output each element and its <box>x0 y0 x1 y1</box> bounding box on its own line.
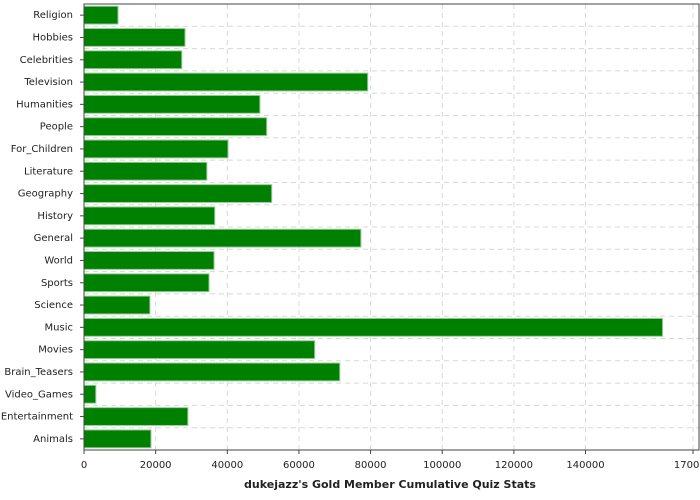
y-tick-label: Music <box>45 322 73 333</box>
x-tick-label: 80000 <box>355 460 387 471</box>
y-tick-label: People <box>40 122 73 133</box>
x-tick-label: 0 <box>81 460 87 471</box>
bar <box>83 94 261 114</box>
plot-frame <box>83 3 700 451</box>
bar <box>83 206 216 226</box>
bar <box>83 273 210 293</box>
bar <box>83 50 183 70</box>
bar <box>83 28 186 47</box>
bar <box>83 161 208 181</box>
bar <box>83 317 664 337</box>
y-tick-label: Religion <box>33 10 73 21</box>
y-tick-label: History <box>37 211 73 222</box>
y-tick-label: General <box>34 233 73 244</box>
x-tick-label: 20000 <box>140 460 172 471</box>
y-tick-label: Hobbies <box>33 32 73 43</box>
y-tick-label: Animals <box>33 434 73 445</box>
y-tick-label: Celebrities <box>20 55 73 66</box>
y-tick-label: World <box>44 255 73 266</box>
y-tick-label: Video_Games <box>5 389 73 400</box>
bar <box>83 429 152 449</box>
x-tick-label: 100000 <box>423 460 461 471</box>
bar <box>83 362 341 382</box>
bar <box>83 228 362 248</box>
y-tick-label: Science <box>34 300 73 311</box>
bar <box>83 117 268 137</box>
bar <box>83 139 229 159</box>
y-tick-label: Geography <box>18 189 73 200</box>
y-tick-label: Movies <box>38 345 73 356</box>
x-tick-label: 60000 <box>283 460 315 471</box>
bar <box>83 5 119 25</box>
y-tick-label: Entertainment <box>1 412 73 423</box>
bar <box>83 72 369 92</box>
bar <box>83 407 189 426</box>
x-tick-label: 170000 <box>674 460 700 471</box>
y-tick-label: Sports <box>41 278 73 289</box>
y-tick-label: For_Children <box>11 144 73 155</box>
x-tick-label: 120000 <box>495 460 533 471</box>
y-tick-label: Television <box>23 77 73 88</box>
y-tick-label: Literature <box>24 166 73 177</box>
bar <box>83 251 215 270</box>
bar <box>83 295 151 315</box>
bar <box>83 184 273 203</box>
y-tick-label: Brain_Teasers <box>4 367 73 378</box>
x-tick-label: 140000 <box>566 460 604 471</box>
bar <box>83 340 316 360</box>
y-tick-label: Humanities <box>16 99 73 110</box>
x-tick-label: 40000 <box>211 460 243 471</box>
chart-title: dukejazz's Gold Member Cumulative Quiz S… <box>244 478 536 491</box>
bar <box>83 384 97 404</box>
